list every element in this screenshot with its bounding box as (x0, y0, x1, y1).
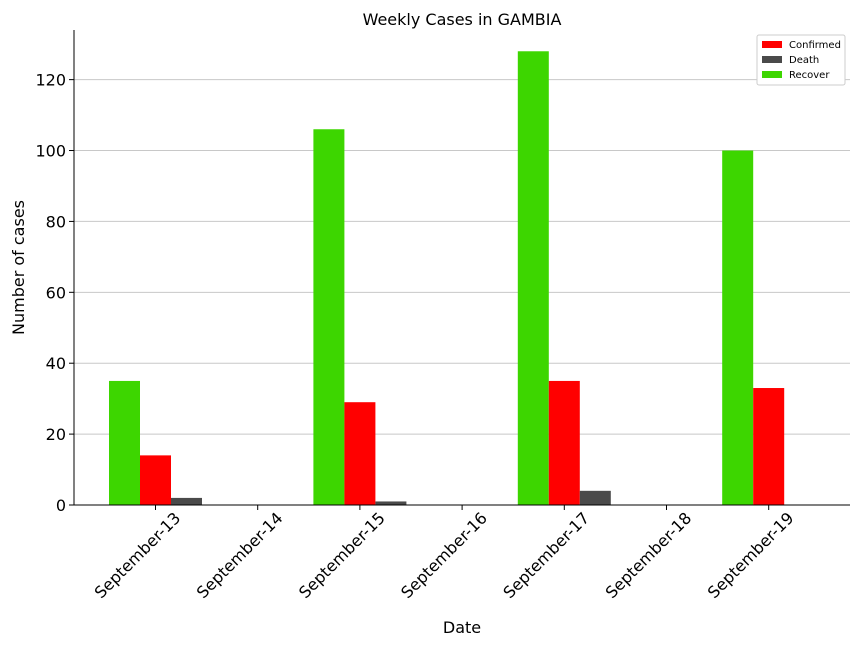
bar-recover (722, 150, 754, 505)
grid-lines (74, 79, 850, 435)
y-tick-label: 40 (46, 354, 66, 373)
y-tick-label: 80 (46, 212, 66, 231)
x-tick-label: September-14 (193, 508, 287, 602)
legend-swatch-confirmed (762, 41, 782, 48)
legend: Confirmed Death Recover (756, 34, 846, 86)
y-tick-label: 60 (46, 283, 66, 302)
x-axis-title: Date (443, 618, 481, 637)
bar-death (579, 490, 611, 505)
x-tick-label: September-18 (602, 508, 696, 602)
y-tick-label: 20 (46, 425, 66, 444)
bar-recover (313, 129, 345, 506)
x-tick-label: September-19 (704, 508, 798, 602)
x-tick-label: September-15 (295, 508, 389, 602)
legend-label-confirmed: Confirmed (789, 40, 841, 51)
y-tick-label: 120 (35, 71, 66, 90)
x-tick-label: September-13 (91, 508, 185, 602)
x-tick-label: September-16 (397, 508, 491, 602)
y-axis-title: Number of cases (9, 200, 28, 335)
bar-confirmed (753, 388, 785, 505)
legend-label-recover: Recover (789, 70, 830, 81)
bars (109, 51, 785, 506)
chart-title: Weekly Cases in GAMBIA (363, 10, 562, 29)
bar-confirmed (548, 380, 580, 505)
bar-recover (517, 51, 549, 506)
bar-death (171, 497, 202, 505)
legend-swatch-recover (762, 71, 782, 78)
y-tick-label: 100 (35, 142, 66, 161)
bar-death (375, 501, 407, 505)
x-tick-label: September-17 (499, 508, 593, 602)
legend-swatch-death (762, 56, 782, 63)
bar-recover (109, 380, 140, 505)
y-tick-label: 0 (56, 496, 66, 515)
legend-label-death: Death (789, 55, 819, 66)
bar-confirmed (344, 402, 376, 505)
bar-confirmed (140, 455, 171, 505)
